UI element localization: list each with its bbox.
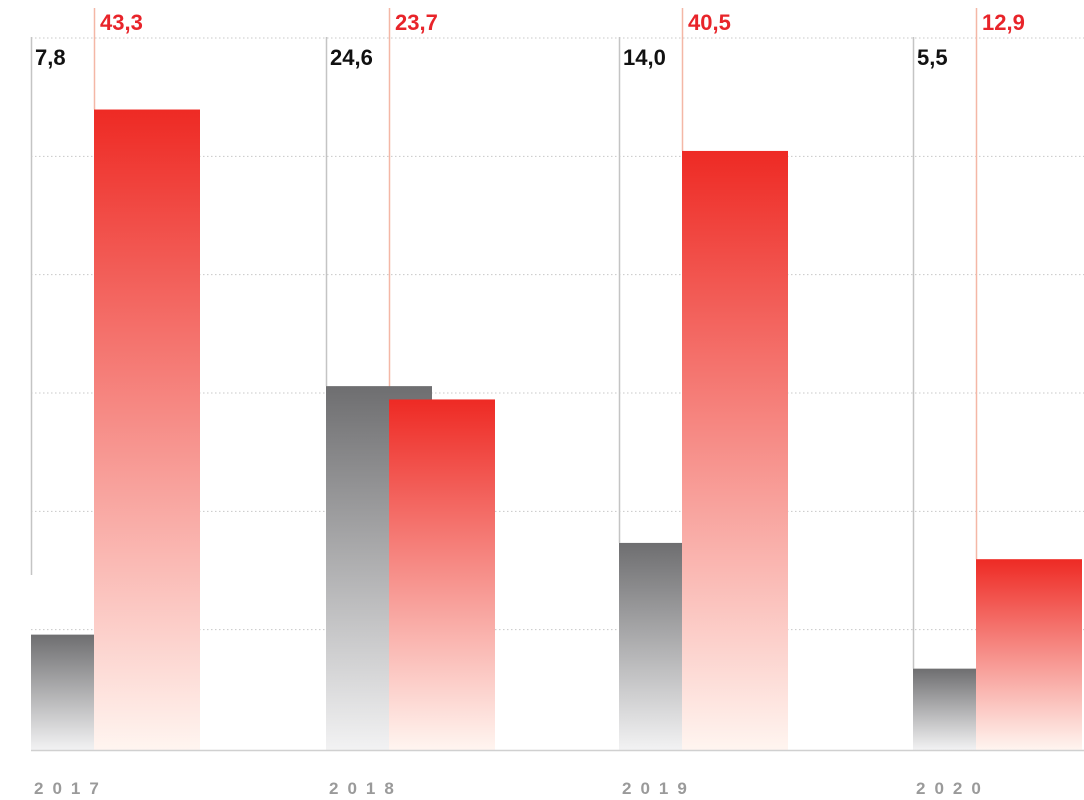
year-label: 2019	[622, 779, 696, 798]
bar-series-1	[913, 668, 976, 750]
series-2-value-label: 40,5	[688, 10, 731, 35]
series-2-value-label: 23,7	[395, 10, 438, 35]
series-2-value-label: 12,9	[982, 10, 1025, 35]
bar-series-1	[619, 542, 682, 750]
gridlines	[31, 37, 1084, 631]
value-labels: 7,8 43,3 24,6 23,7 14,0 40,5 5,5 12,9	[35, 10, 1025, 70]
year-label: 2020	[916, 779, 990, 798]
year-label: 2017	[34, 779, 108, 798]
bar-series-2	[94, 109, 200, 751]
series-1-value-label: 24,6	[330, 45, 373, 70]
series-1-value-label: 7,8	[35, 45, 66, 70]
series-1-value-label: 14,0	[623, 45, 666, 70]
bars	[31, 109, 1082, 751]
value-guides	[30, 8, 978, 669]
bar-series-2	[682, 150, 788, 750]
series-2-value-label: 43,3	[100, 10, 143, 35]
year-labels: 2017 2018 2019 2020	[34, 779, 990, 798]
year-label: 2018	[329, 779, 403, 798]
series-1-value-label: 5,5	[917, 45, 948, 70]
bar-series-1	[31, 634, 94, 750]
bar-series-2	[389, 399, 495, 750]
bar-series-2	[976, 559, 1082, 750]
